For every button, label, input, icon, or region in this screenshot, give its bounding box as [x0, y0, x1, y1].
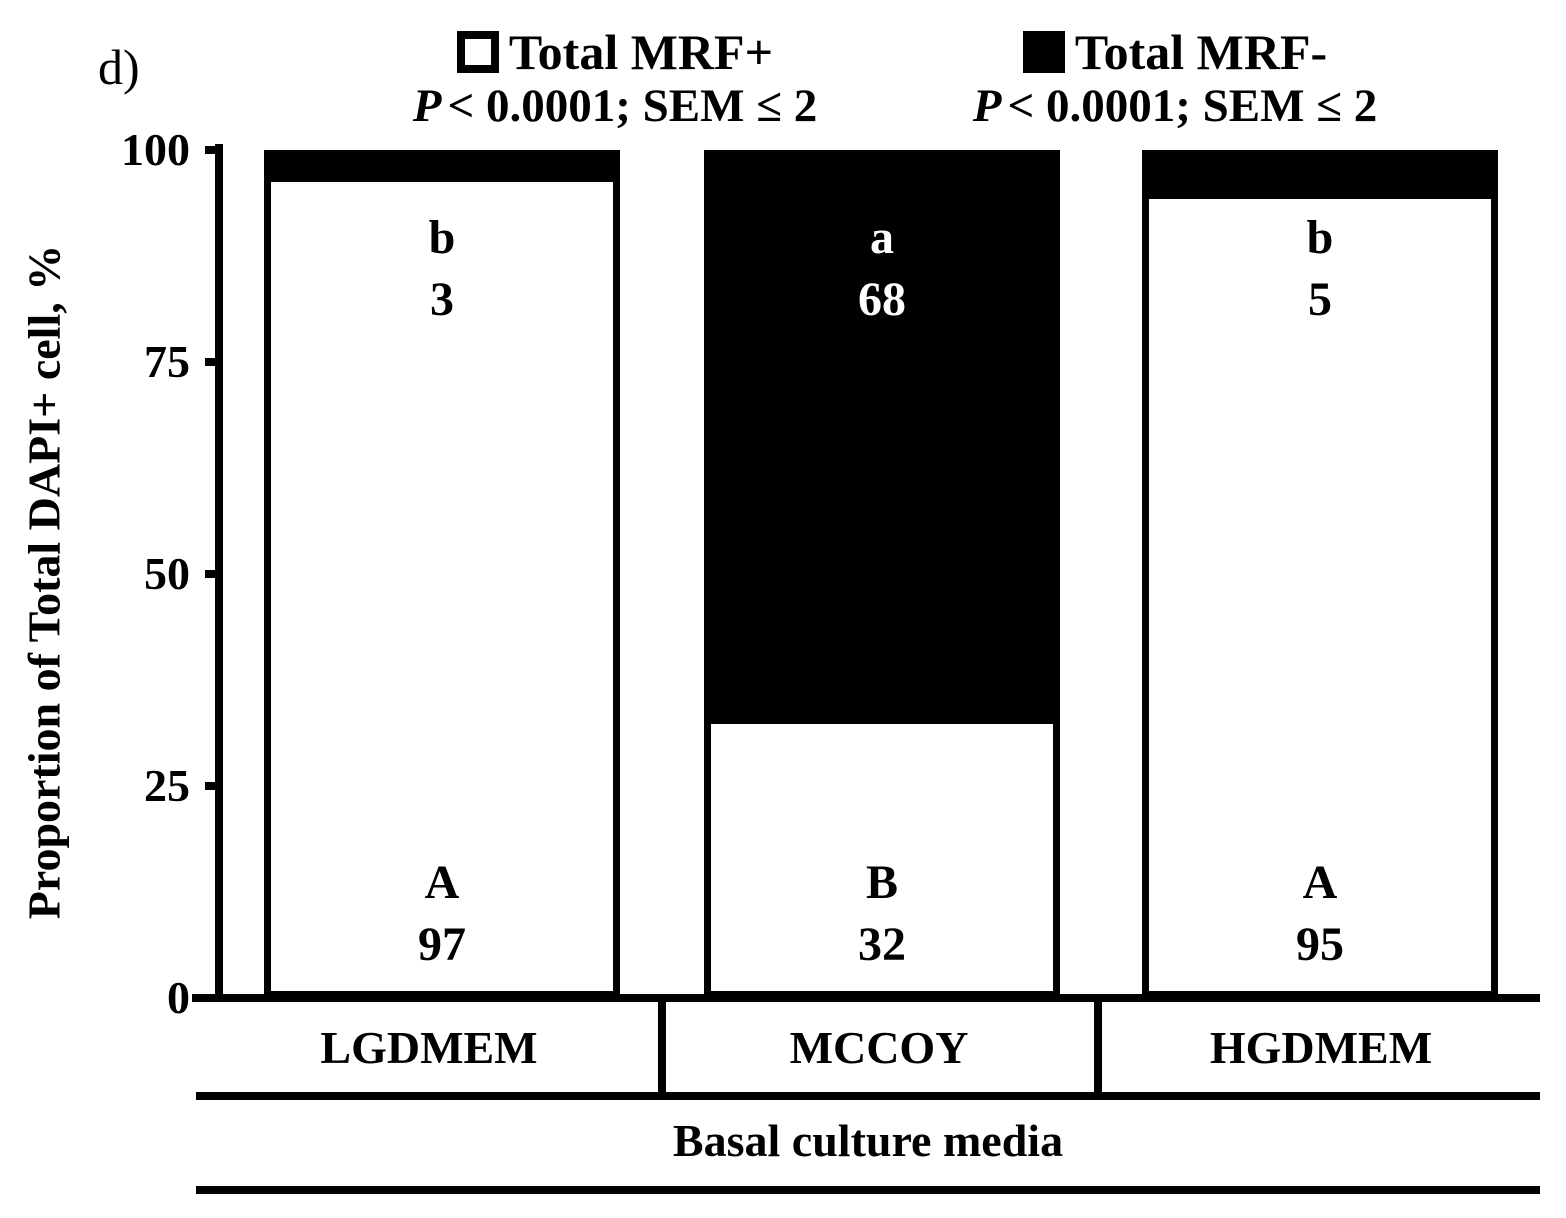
category-divider [1094, 1002, 1102, 1100]
black-square-swatch-icon [1022, 31, 1065, 73]
separator-line [196, 1092, 1540, 1100]
stat-text: < 0.0001; SEM ≤ 2 [447, 80, 818, 132]
legend-label-mrf-minus: Total MRF- [1074, 24, 1328, 80]
bar-lgdmem: b 3 A 97 [264, 150, 620, 998]
legend-label-mrf-plus: Total MRF+ [508, 24, 774, 80]
bar-top-labels: b 3 [271, 207, 613, 331]
bar-bottom-value: 95 [1296, 918, 1344, 971]
bar-top-letter: b [1306, 211, 1334, 264]
panel-label: d) [98, 39, 140, 95]
category-label-lgdmem: LGDMEM [200, 1002, 658, 1092]
legend-line-mrf-minus: Total MRF- [1022, 24, 1328, 80]
bar-top-labels: b 5 [1149, 207, 1491, 331]
category-label-hgdmem: HGDMEM [1102, 1002, 1540, 1092]
category-label-mccoy: MCCOY [666, 1002, 1092, 1092]
bar-top-letter: b [428, 211, 456, 264]
bar-mccoy: a 68 B 32 [704, 150, 1060, 998]
bar-top-letter: a [870, 211, 894, 264]
bar-hgdmem: b 5 A 95 [1142, 150, 1498, 998]
category-divider [658, 1002, 666, 1100]
y-tick-mark-50 [205, 570, 223, 578]
bar-bottom-letter: A [1302, 856, 1338, 909]
y-tick-mark-25 [205, 782, 223, 790]
legend-stat-mrf-minus: P < 0.0001; SEM ≤ 2 [973, 80, 1378, 132]
y-tick-label-100: 100 [121, 124, 190, 175]
bar-bottom-letter: A [424, 856, 460, 909]
y-tick-label-50: 50 [144, 548, 190, 599]
bar-top-labels: a 68 [711, 207, 1053, 331]
bar-bottom-labels: A 97 [271, 852, 613, 976]
y-tick-label-25: 25 [144, 760, 190, 811]
bar-bottom-value: 97 [418, 918, 466, 971]
bar-segment-mrf-minus [1149, 157, 1491, 199]
x-axis-group-label: Basal culture media [672, 1115, 1064, 1166]
legend-entry-mrf-plus: Total MRF+ P < 0.0001; SEM ≤ 2 [390, 24, 840, 132]
bar-bottom-value: 32 [858, 918, 906, 971]
white-square-swatch-icon [456, 31, 499, 73]
legend-stat-mrf-plus: P < 0.0001; SEM ≤ 2 [413, 80, 818, 132]
stat-text: < 0.0001; SEM ≤ 2 [1007, 80, 1378, 132]
stat-p-symbol: P [412, 80, 442, 132]
y-tick-mark-100 [205, 146, 223, 154]
x-axis-line [192, 994, 1540, 1002]
bar-segment-mrf-minus [271, 157, 613, 183]
bar-top-value: 5 [1308, 273, 1332, 326]
bar-bottom-letter: B [865, 856, 898, 909]
bar-bottom-labels: B 32 [711, 852, 1053, 976]
bar-top-value: 3 [430, 273, 454, 326]
baseline-rule [196, 1186, 1540, 1194]
stat-p-symbol: P [972, 80, 1002, 132]
y-tick-label-0: 0 [167, 972, 190, 1023]
legend-entry-mrf-minus: Total MRF- P < 0.0001; SEM ≤ 2 [935, 24, 1415, 132]
bar-top-value: 68 [858, 273, 906, 326]
bar-bottom-labels: A 95 [1149, 852, 1491, 976]
y-tick-mark-75 [205, 358, 223, 366]
bar-segment-mrf-minus [711, 157, 1053, 725]
legend-line-mrf-plus: Total MRF+ [456, 24, 774, 80]
y-tick-label-75: 75 [144, 336, 190, 387]
